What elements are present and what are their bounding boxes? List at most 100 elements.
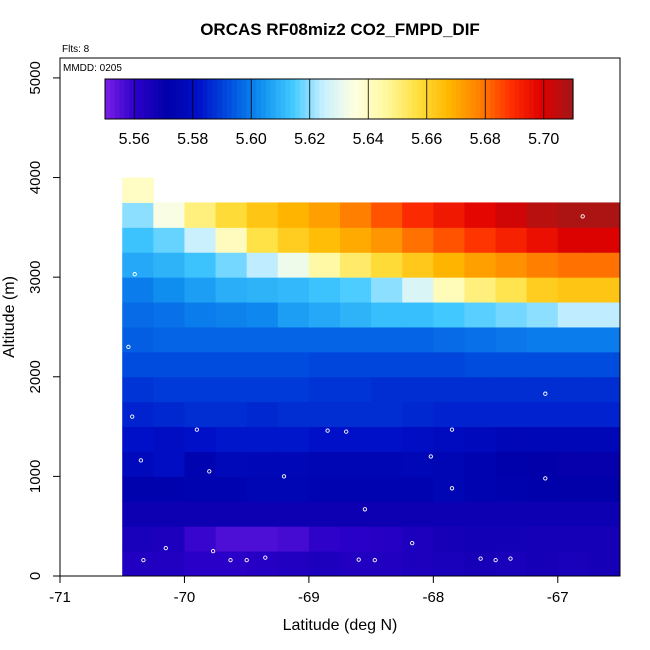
heatmap-cell [277, 202, 310, 228]
colorbar-swatch [504, 79, 511, 119]
colorbar-swatch [407, 79, 413, 119]
colorbar-swatch [470, 79, 477, 119]
heatmap-cell [122, 177, 154, 203]
heatmap-cell [557, 252, 590, 278]
colorbar-swatch [261, 79, 267, 119]
heatmap-cell [371, 326, 403, 353]
colorbar-swatch [397, 79, 403, 119]
colorbar-swatch [456, 79, 462, 119]
colorbar-swatch [421, 79, 428, 119]
observation-point [493, 557, 498, 563]
heatmap-cell [433, 526, 465, 552]
heatmap-cell [184, 526, 217, 552]
observation-point [580, 214, 585, 219]
colorbar-tick-label: 5.60 [236, 131, 267, 148]
heatmap-cell [588, 227, 621, 253]
colorbar-swatch [231, 79, 238, 119]
heatmap-cell [402, 551, 434, 577]
colorbar-swatch [168, 79, 174, 119]
heatmap-cell [433, 351, 465, 378]
colorbar-tick-label: 5.58 [177, 131, 208, 148]
colorbar-swatch [300, 79, 306, 119]
heatmap-cell [122, 451, 154, 477]
colorbar-swatch [495, 79, 501, 119]
heatmap-cell [495, 426, 528, 452]
colorbar-swatch [290, 79, 296, 119]
heatmap-cell [308, 202, 341, 228]
colorbar-swatch [446, 79, 452, 119]
heatmap-cell [433, 202, 465, 228]
heatmap-cell [464, 351, 497, 378]
heatmap-cell [184, 451, 217, 477]
colorbar-swatch [119, 79, 126, 119]
heatmap-cell [495, 252, 528, 278]
heatmap-cell [246, 401, 279, 428]
observation-point [478, 556, 483, 561]
heatmap-cell [277, 551, 310, 577]
observation-point [210, 548, 216, 554]
observation-point [356, 557, 361, 562]
heatmap-cell [588, 252, 621, 278]
colorbar-swatch [392, 79, 399, 119]
heatmap-cell [588, 277, 621, 303]
heatmap-cell [588, 451, 621, 477]
observation-point [194, 427, 200, 432]
colorbar-swatch [378, 79, 384, 119]
heatmap-cell [308, 302, 341, 328]
colorbar-swatch [129, 79, 135, 119]
heatmap-cell [402, 326, 434, 353]
heatmap-cell [557, 476, 590, 502]
heatmap-cell [557, 501, 590, 527]
heatmap-cell [526, 401, 559, 428]
colorbar-swatch [114, 79, 121, 119]
observation-point [132, 272, 137, 277]
heatmap-cell [371, 227, 403, 253]
x-tick-label: -67 [547, 589, 569, 606]
colorbar-swatch [334, 79, 340, 119]
observation-point [113, 558, 119, 564]
colorbar-swatch [105, 79, 111, 119]
heatmap-cell [526, 302, 559, 328]
colorbar-swatch [358, 79, 364, 119]
heatmap-cell [215, 351, 248, 378]
y-tick-label: 2000 [27, 360, 44, 393]
colorbar-swatch [553, 79, 559, 119]
heatmap-cell [122, 351, 154, 378]
heatmap-cell [277, 451, 310, 477]
heatmap-cell [184, 326, 217, 353]
heatmap-cell [433, 252, 465, 278]
heatmap-cell [371, 526, 403, 552]
heatmap-cell [402, 351, 434, 378]
heatmap-cell [588, 326, 621, 353]
heatmap-cell [277, 376, 310, 403]
colorbar-swatch [314, 79, 321, 119]
heatmap-cell [464, 426, 497, 452]
heatmap-cell [246, 501, 279, 527]
colorbar-swatch [373, 79, 379, 119]
y-tick-label: 5000 [27, 61, 44, 94]
colorbar-swatch [353, 79, 360, 119]
heatmap-cell [153, 426, 185, 452]
chart-title: ORCAS RF08miz2 CO2_FMPD_DIF [200, 20, 480, 39]
heatmap-cell [371, 401, 403, 428]
colorbar-swatch [563, 79, 569, 119]
observation-point [543, 391, 548, 396]
colorbar-swatch [431, 79, 438, 119]
heatmap-cell [371, 451, 403, 477]
heatmap-cell [153, 551, 185, 577]
heatmap-cell [277, 252, 310, 278]
heatmap-cell [340, 227, 372, 253]
colorbar-swatch [236, 79, 243, 119]
heatmap-cell [495, 501, 528, 527]
heatmap-cell [433, 501, 465, 527]
x-tick-label: -71 [49, 589, 71, 606]
heatmap-cell [184, 202, 217, 228]
heatmap-cell [588, 551, 621, 577]
heatmap-cell [526, 526, 559, 552]
heatmap-cell [184, 401, 217, 428]
colorbar-swatch [124, 79, 130, 119]
y-axis-label: Altitude (m) [1, 276, 18, 358]
heatmap-cell [308, 426, 341, 452]
heatmap-cell [246, 351, 279, 378]
